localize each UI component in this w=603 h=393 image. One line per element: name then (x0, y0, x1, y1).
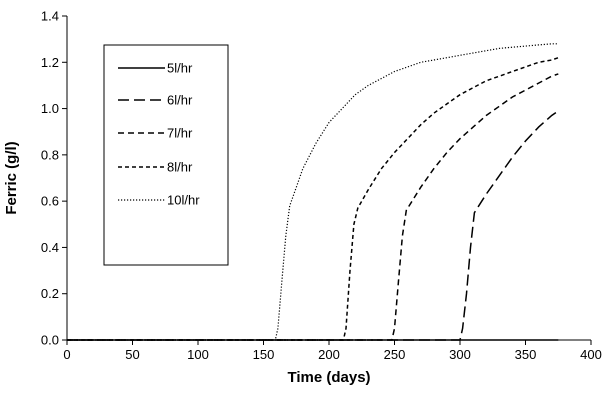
x-tick-label: 100 (187, 347, 209, 362)
x-axis-title: Time (days) (287, 369, 370, 386)
y-tick-label: 0.4 (41, 240, 59, 255)
x-tick-label: 200 (318, 347, 340, 362)
y-axis-title: Ferric (g/l) (3, 141, 20, 214)
series-line-2 (67, 110, 559, 341)
y-tick-label: 0.8 (41, 147, 59, 162)
legend-label-1: 5l/hr (167, 61, 193, 76)
legend-label-5: 10l/hr (167, 193, 200, 208)
series-line-3 (67, 73, 559, 341)
x-tick-label: 300 (449, 347, 471, 362)
y-tick-label: 0.6 (41, 194, 59, 209)
axes-layer: 0 50 100 150 200 250 300 350 400 0.0 0.2 0.4 0.6 0.8 1… (41, 9, 602, 363)
legend-label-4: 8l/hr (167, 160, 193, 175)
series-line-5 (67, 43, 559, 341)
x-tick-label: 0 (63, 347, 70, 362)
x-tick-label: 150 (253, 347, 275, 362)
y-tick-label: 1.4 (41, 9, 59, 24)
legend-box (103, 44, 229, 266)
legend-label-2: 6l/hr (167, 93, 193, 108)
legend-label-3: 7l/hr (167, 126, 193, 141)
legend: 5l/hr 6l/hr 7l/hr 8l/hr 10l/hr (103, 44, 229, 266)
y-tick-label: 1.0 (41, 101, 59, 116)
x-tick-label: 50 (125, 347, 139, 362)
x-tick-label: 400 (580, 347, 602, 362)
y-tick-label: 0.0 (41, 333, 59, 348)
x-tick-label: 350 (515, 347, 537, 362)
y-tick-label: 1.2 (41, 55, 59, 70)
y-tick-label: 0.2 (41, 286, 59, 301)
x-tick-label: 250 (384, 347, 406, 362)
